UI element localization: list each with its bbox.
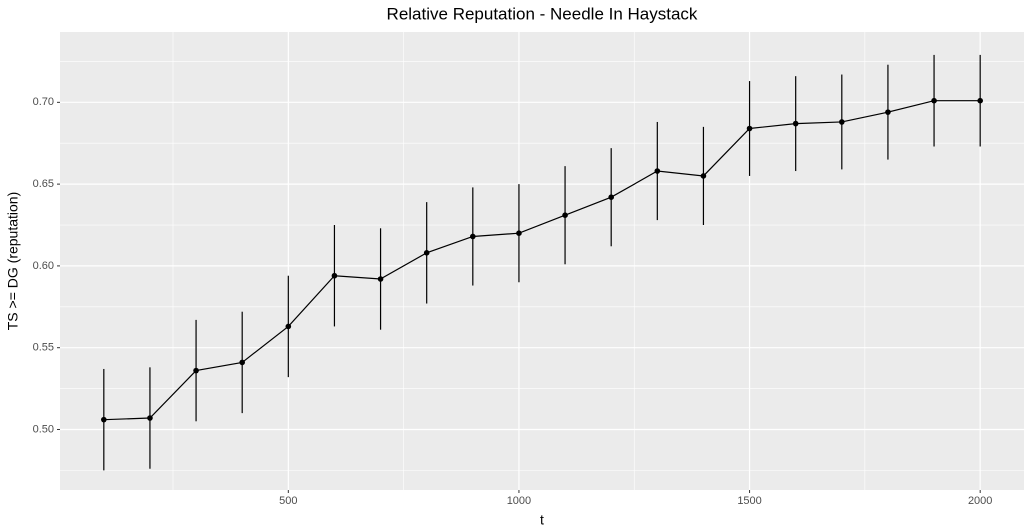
point: [792, 120, 799, 127]
point: [470, 233, 476, 240]
point: [377, 276, 384, 282]
y-tick-label: 0.50: [33, 423, 54, 435]
point: [885, 109, 891, 115]
line: [103, 100, 981, 421]
point: [193, 367, 199, 374]
y-tick-label: 0.60: [33, 260, 54, 272]
y-tick-label: 0.55: [33, 342, 54, 354]
point: [239, 359, 245, 366]
point: [285, 323, 292, 330]
y-tick-label: 0.70: [33, 96, 54, 108]
x-tick-label: 500: [279, 495, 297, 507]
chart-title: Relative Reputation - Needle In Haystack: [387, 4, 698, 23]
point: [562, 212, 568, 218]
point: [516, 230, 522, 236]
y-tick-label: 0.65: [33, 178, 54, 190]
point: [700, 173, 707, 179]
point: [608, 194, 614, 201]
point: [839, 119, 845, 125]
x-tick-label: 1500: [737, 495, 761, 507]
point: [931, 97, 937, 104]
point: [101, 416, 107, 423]
x-tick-label: 1000: [507, 495, 531, 507]
y-axis-title: TS >= DG (reputation): [5, 192, 21, 331]
point: [423, 250, 430, 256]
point: [746, 125, 753, 132]
x-axis-title: t: [540, 512, 544, 528]
x-tick-label: 2000: [968, 495, 992, 507]
point: [654, 168, 661, 174]
point: [331, 272, 338, 279]
point: [977, 97, 983, 104]
point: [147, 415, 153, 421]
plot-background: [60, 32, 1024, 490]
